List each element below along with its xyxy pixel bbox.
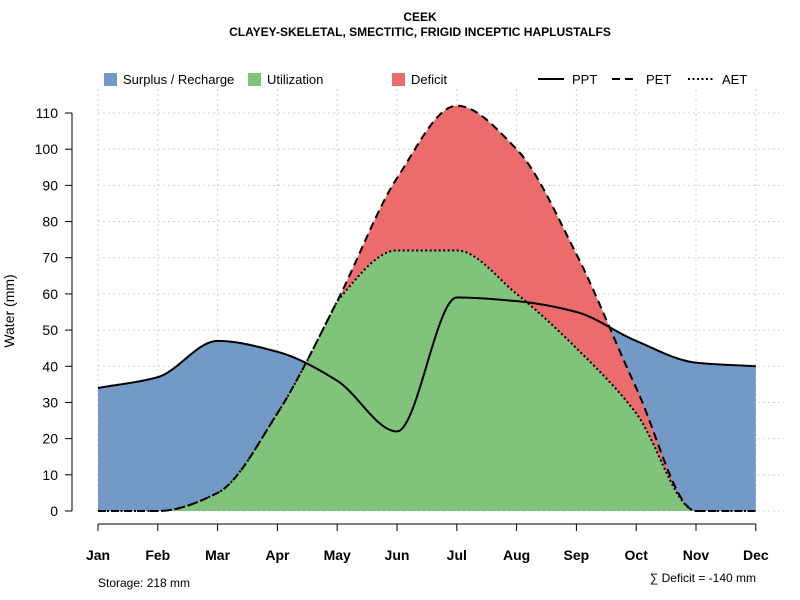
y-tick-label: 50 (42, 322, 58, 338)
y-tick-label: 10 (42, 467, 58, 483)
legend-swatch (104, 73, 117, 86)
legend-label: PPT (572, 72, 597, 87)
x-tick-label-jul: Jul (447, 547, 467, 563)
aet-line (98, 249, 756, 512)
x-tick-label-feb: Feb (145, 547, 170, 563)
x-tick-label-oct: Oct (625, 547, 649, 563)
storage-note: Storage: 218 mm (98, 576, 190, 590)
legend-swatch (248, 73, 261, 86)
pet-line (98, 104, 756, 512)
x-tick-label-mar: Mar (205, 547, 230, 563)
y-tick-label: 60 (42, 286, 58, 302)
x-tick-label-jan: Jan (86, 547, 110, 563)
legend-label: Surplus / Recharge (123, 72, 234, 87)
legend-label: Deficit (411, 72, 448, 87)
y-tick-label: 100 (35, 141, 59, 157)
x-tick-label-aug: Aug (503, 547, 530, 563)
x-tick-label-dec: Dec (743, 547, 769, 563)
x-tick-label-jun: Jun (385, 547, 410, 563)
y-tick-label: 80 (42, 214, 58, 230)
y-tick-label: 40 (42, 358, 58, 374)
x-tick-label-sep: Sep (564, 547, 590, 563)
chart-title-line2: CLAYEY-SKELETAL, SMECTITIC, FRIGID INCEP… (229, 25, 611, 39)
deficit-note: ∑ Deficit = -140 mm (650, 571, 756, 585)
y-tick-label: 110 (36, 105, 59, 121)
legend-label: PET (646, 72, 671, 87)
utilization-area (98, 250, 756, 512)
x-tick-label-nov: Nov (683, 547, 710, 563)
legend-label: AET (722, 72, 747, 87)
ppt-line (97, 296, 756, 433)
y-axis: 0 10 20 30 40 50 60 70 80 90 100 110 (35, 105, 73, 519)
deficit-area (98, 105, 756, 511)
y-tick-label: 0 (50, 503, 58, 519)
x-tick-label-may: May (324, 547, 351, 563)
x-tick-label-apr: Apr (265, 547, 290, 563)
chart-legend: Surplus / Recharge Utilization Deficit PPT P… (104, 72, 747, 87)
chart-title-line1: CEEK (403, 10, 437, 24)
x-axis: Jan Feb Mar Apr May Jun Jul Aug Sep Oct Nov Dec (86, 523, 769, 563)
y-tick-label: 90 (42, 177, 58, 193)
y-tick-label: 70 (42, 250, 58, 266)
y-tick-label: 20 (42, 431, 58, 447)
y-tick-label: 30 (42, 394, 58, 410)
legend-label: Utilization (267, 72, 323, 87)
legend-swatch (392, 73, 405, 86)
y-axis-label: Water (mm) (1, 274, 17, 347)
